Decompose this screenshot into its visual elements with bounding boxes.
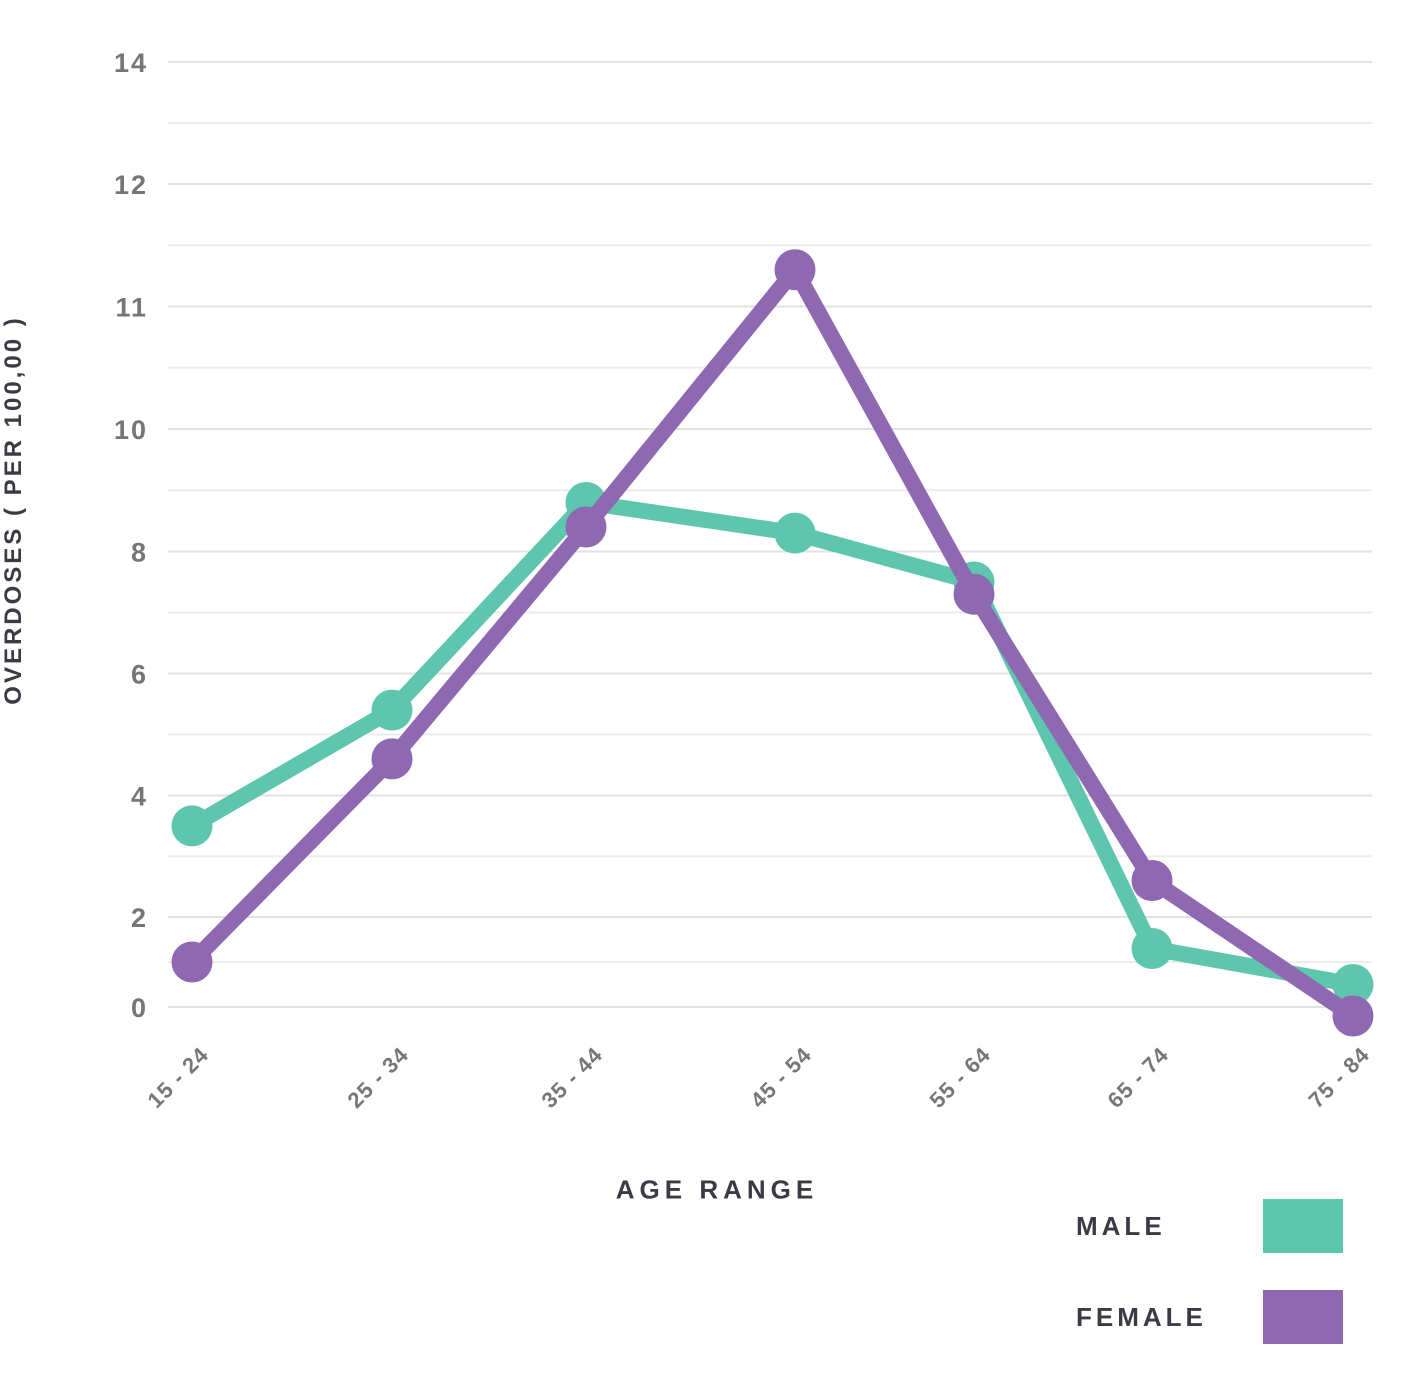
series-male: [171, 482, 1374, 1005]
gridlines: [168, 61, 1372, 1008]
male-point-1[interactable]: [371, 689, 413, 731]
legend-item-female[interactable]: FEMALE: [1076, 1290, 1343, 1344]
male-point-6[interactable]: [1332, 964, 1374, 1005]
series-female: [171, 249, 1374, 1037]
female-point-1[interactable]: [371, 738, 413, 780]
legend: MALE FEMALE: [1076, 1199, 1343, 1344]
x-tick-label: 25 - 34: [342, 1042, 413, 1113]
y-tick-label: 12: [114, 170, 148, 200]
y-tick-label: 0: [131, 993, 148, 1023]
legend-label-female: FEMALE: [1076, 1301, 1207, 1332]
legend-item-male[interactable]: MALE: [1076, 1199, 1343, 1253]
legend-swatch-male-icon: [1263, 1199, 1343, 1253]
legend-swatch-female-icon: [1263, 1290, 1343, 1344]
y-tick-label: 6: [131, 660, 148, 690]
male-point-5[interactable]: [1131, 928, 1173, 969]
x-tick-label: 65 - 74: [1102, 1042, 1173, 1113]
x-tick-label: 15 - 24: [142, 1042, 213, 1113]
x-axis-tick-labels: 15 - 24 25 - 34 35 - 44 45 - 54 55 - 64 65 - …: [142, 1042, 1374, 1113]
x-tick-label: 55 - 64: [924, 1042, 995, 1113]
y-tick-label: 4: [131, 782, 148, 812]
y-tick-label: 10: [114, 415, 148, 445]
y-tick-label: 2: [131, 903, 148, 933]
x-tick-label: 75 - 84: [1303, 1042, 1374, 1113]
female-line: [184, 261, 1361, 1024]
y-tick-label: 14: [114, 48, 148, 78]
female-point-0[interactable]: [171, 941, 213, 983]
female-point-5[interactable]: [1131, 860, 1173, 901]
x-tick-label: 45 - 54: [745, 1042, 816, 1113]
female-point-6[interactable]: [1332, 995, 1374, 1037]
female-point-2[interactable]: [565, 506, 607, 548]
y-axis-title: OVERDOSES ( PER 100,00 ): [0, 315, 27, 705]
x-axis-title: AGE RANGE: [615, 1174, 819, 1205]
y-tick-label: 11: [115, 293, 148, 323]
female-point-3[interactable]: [774, 249, 816, 291]
female-point-4[interactable]: [953, 573, 995, 615]
male-point-3[interactable]: [774, 512, 816, 554]
legend-label-male: MALE: [1076, 1210, 1166, 1241]
y-axis-tick-labels: 0 2 4 6 8 10 11 12 14: [114, 48, 148, 1023]
x-tick-label: 35 - 44: [536, 1042, 607, 1113]
male-line: [184, 494, 1361, 993]
male-point-0[interactable]: [171, 805, 213, 847]
y-tick-label: 8: [131, 538, 148, 568]
